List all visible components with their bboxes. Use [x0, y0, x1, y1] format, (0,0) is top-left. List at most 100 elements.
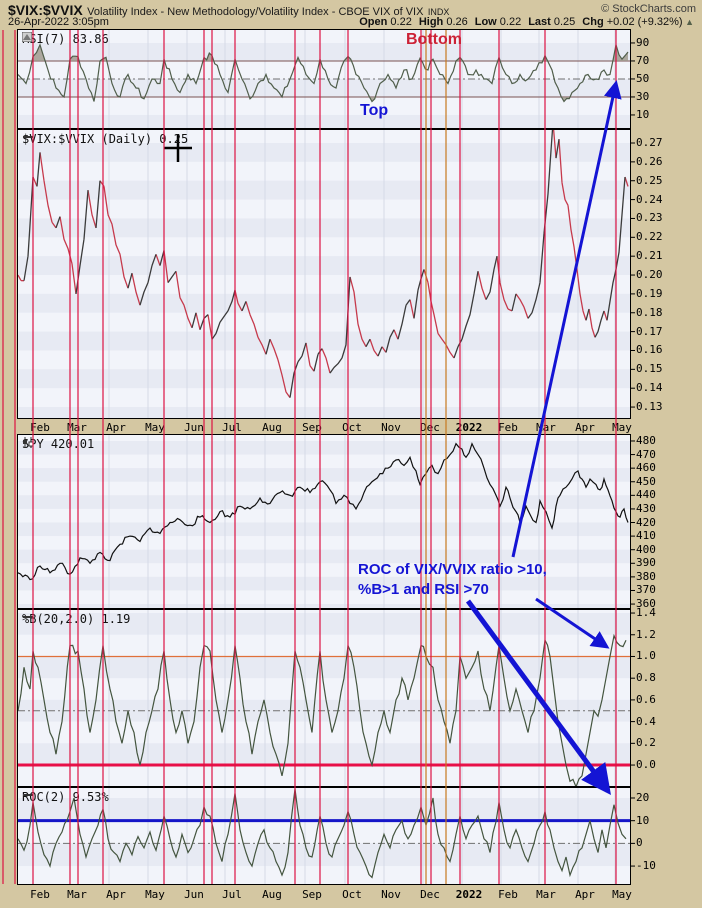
grid-band: [18, 468, 630, 482]
y-axis-tick-label: 0.17: [636, 324, 663, 338]
grid-band: [18, 388, 630, 408]
change-up-icon: ▲: [682, 17, 694, 27]
grid-band: [18, 634, 630, 657]
y-axis-tick-label: 450: [636, 474, 656, 488]
y-axis-tick-label: 0.18: [636, 305, 663, 319]
quote-value: 0.22: [387, 16, 412, 28]
grid-band: [18, 435, 630, 441]
month-label: Nov: [381, 421, 401, 434]
ROC(2)-line: [18, 788, 627, 879]
grid-band: [18, 866, 630, 884]
grid-band: [18, 495, 630, 509]
grid-band: [18, 256, 630, 276]
grid-band: [18, 536, 630, 550]
symbol-title: $VIX:$VVIX: [8, 2, 83, 18]
y-axis-tick-label: 410: [636, 529, 656, 543]
grid-band: [18, 199, 630, 219]
y-axis-tick-label: 0.25: [636, 173, 663, 187]
month-label: Dec: [420, 888, 440, 901]
grid-band: [18, 30, 630, 43]
month-label: Mar: [536, 421, 556, 434]
month-label: Dec: [420, 421, 440, 434]
grid-band: [18, 481, 630, 496]
datetime-label: 26-Apr-2022 3:05pm: [8, 16, 109, 28]
y-axis-tick-label: -10: [636, 859, 656, 873]
y-axis-tick-label: 0.14: [636, 381, 663, 395]
y-axis-tick-label: 480: [636, 433, 656, 447]
month-label: Jun: [184, 888, 204, 901]
panel-percent-b[interactable]: %B(20,2.0) 1.19: [17, 609, 631, 787]
month-label: Apr: [106, 421, 126, 434]
grid-band: [18, 508, 630, 523]
rsi-plot[interactable]: [18, 30, 630, 128]
month-label: May: [145, 888, 165, 901]
quote-value: +0.02 (+9.32%): [603, 16, 683, 28]
grid-band: [18, 721, 630, 744]
y-axis-tick-label: 70: [636, 53, 650, 67]
quote-label: High: [418, 16, 444, 28]
month-label: 2022: [455, 421, 483, 434]
y-axis-tick-label: 90: [636, 35, 650, 49]
percent-b-plot[interactable]: [18, 610, 630, 786]
spy-plot[interactable]: [18, 435, 630, 608]
signal-note-line2: %B>1 and RSI >70: [358, 581, 489, 598]
grid-band: [18, 604, 630, 608]
rsi-legend-icon: [22, 32, 32, 42]
main-ratio-plot[interactable]: [18, 130, 630, 418]
grid-band: [18, 331, 630, 351]
grid-band: [18, 765, 630, 786]
quote-value: 0.22: [496, 16, 522, 28]
grid-band: [18, 797, 630, 821]
grid-band: [18, 743, 630, 766]
y-axis-tick-label: 20: [636, 790, 650, 804]
rsi-legend-label: RSI(7) 83.86: [22, 32, 109, 46]
percent-b-legend: %B(20,2.0) 1.19: [22, 612, 130, 626]
rsi-legend: RSI(7) 83.86: [22, 32, 109, 46]
month-label: Jul: [222, 888, 242, 901]
top-annotation: Top: [360, 102, 389, 119]
month-label: May: [612, 421, 632, 434]
grid-band: [18, 114, 630, 128]
grid-band: [18, 407, 630, 418]
percent-b-legend-label: %B(20,2.0) 1.19: [22, 612, 131, 626]
panel-rsi[interactable]: RSI(7) 83.86: [17, 29, 631, 129]
roc-legend-label: ROC(2) 9.53%: [22, 790, 109, 804]
month-label: 2022: [455, 888, 483, 901]
y-axis-tick-label: 10: [636, 107, 650, 121]
roc-plot[interactable]: [18, 788, 630, 884]
month-label: Aug: [262, 888, 282, 901]
grid-band: [18, 180, 630, 200]
grid-band: [18, 563, 630, 577]
y-axis-tick-label: 0.19: [636, 286, 663, 300]
spy-legend-label: SPY 420.01: [22, 437, 95, 451]
quote-value: 0.25: [550, 16, 576, 28]
spy-legend: SPY 420.01: [22, 437, 94, 451]
y-axis-tick-label: 50: [636, 71, 650, 85]
signal-note-line1: ROC of VIX/VVIX ratio >10,: [358, 561, 547, 578]
grid-band: [18, 522, 630, 537]
grid-band: [18, 350, 630, 370]
quote-label: Open: [359, 16, 388, 28]
exchange-label: INDX: [427, 7, 450, 17]
y-axis-tick-label: 0.26: [636, 154, 663, 168]
grid-band: [18, 843, 630, 867]
panel-main-ratio[interactable]: $VIX:$VVIX (Daily) 0.25: [17, 129, 631, 419]
month-label: Feb: [30, 888, 50, 901]
month-label: Feb: [498, 888, 518, 901]
month-label: Aug: [262, 421, 282, 434]
grid-band: [18, 161, 630, 181]
y-axis-tick-label: 0.21: [636, 249, 663, 263]
RSI(7)-line: [18, 43, 629, 103]
grid-band: [18, 312, 630, 332]
month-label: May: [145, 421, 165, 434]
y-axis-tick-label: 0: [636, 836, 643, 850]
month-label: Mar: [67, 888, 87, 901]
y-axis-tick-label: 30: [636, 89, 650, 103]
line-swatch-icon: [23, 794, 33, 796]
panel-roc[interactable]: ROC(2) 9.53%: [17, 787, 631, 885]
y-axis-tick-label: 0.6: [636, 692, 656, 706]
grid-band: [18, 549, 630, 564]
y-axis-tick-label: 0.2: [636, 736, 656, 750]
grid-band: [18, 656, 630, 679]
month-label: Mar: [67, 421, 87, 434]
